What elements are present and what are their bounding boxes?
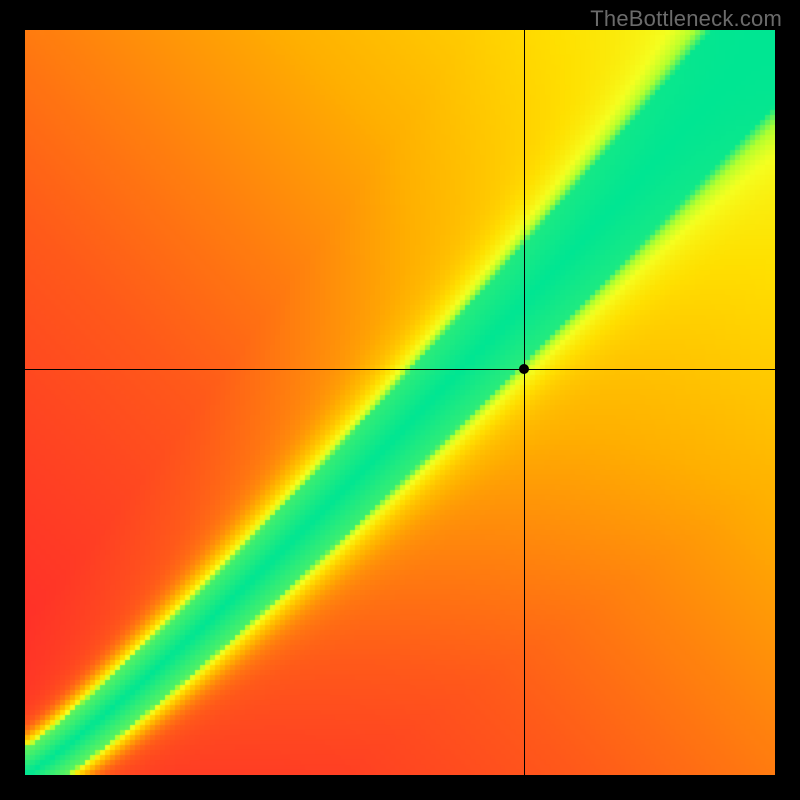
watermark-text: TheBottleneck.com	[590, 6, 782, 32]
heatmap-plot	[25, 30, 775, 775]
marker-dot	[519, 364, 529, 374]
heatmap-canvas	[25, 30, 775, 775]
crosshair-horizontal	[25, 369, 775, 370]
crosshair-vertical	[524, 30, 525, 775]
